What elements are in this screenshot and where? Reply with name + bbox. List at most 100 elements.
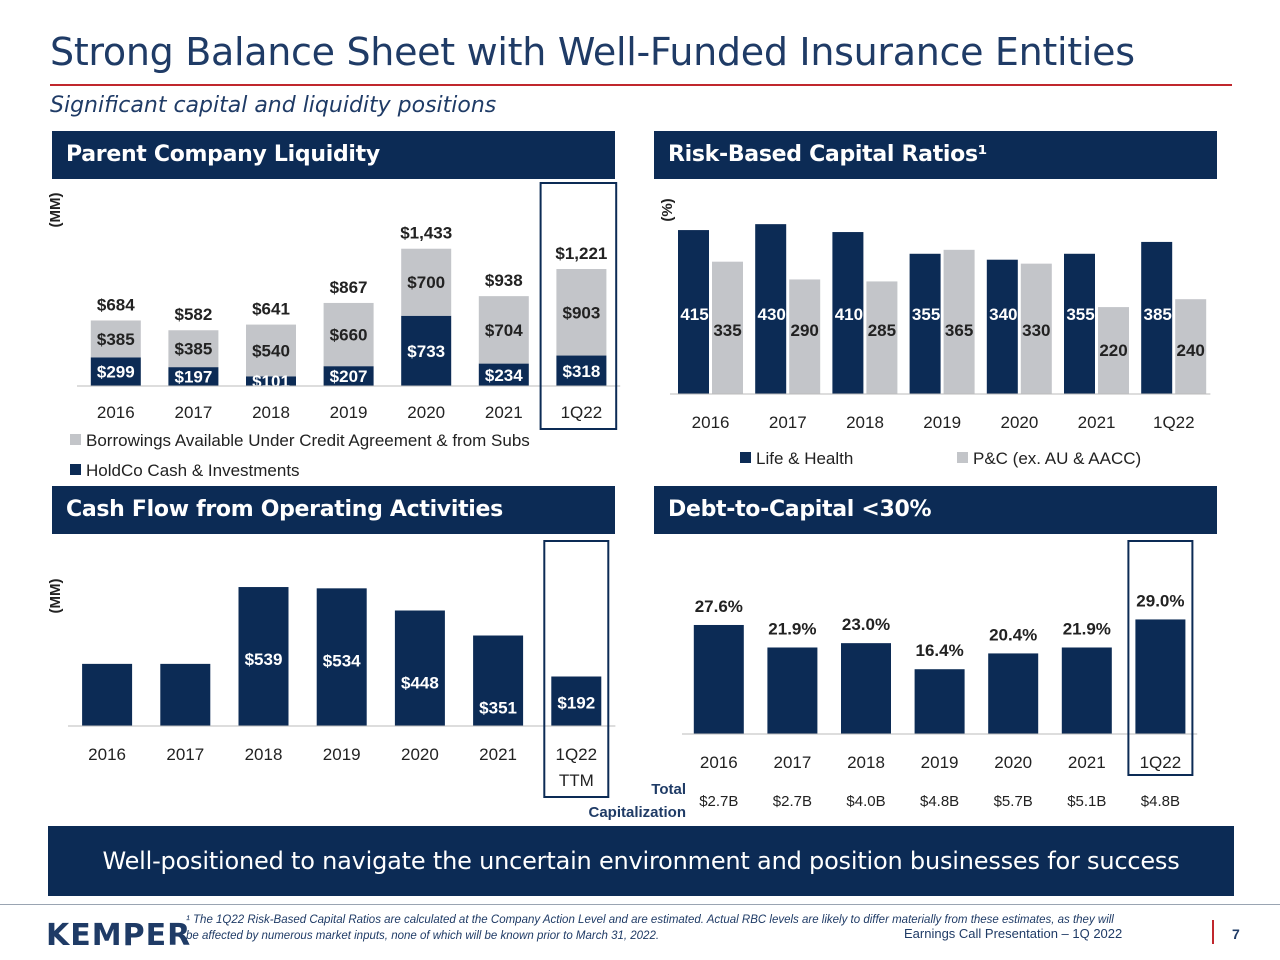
bar-borrowings xyxy=(90,320,141,358)
data-label: 20.4% xyxy=(989,625,1037,644)
data-label-total: $582 xyxy=(174,305,212,324)
x-tick-label: 2020 xyxy=(994,753,1032,772)
y-axis-label: (MM) xyxy=(47,193,64,228)
bar-cashflow xyxy=(316,588,367,726)
bar-holdco xyxy=(168,367,219,386)
bar-borrowings xyxy=(323,302,374,367)
row-label-line2: Capitalization xyxy=(588,804,686,821)
bar-life-health xyxy=(1064,253,1095,394)
data-label-holdco: $318 xyxy=(562,362,600,381)
kemper-logo: KEMPER xyxy=(46,918,192,953)
data-label-holdco: $733 xyxy=(407,342,445,361)
x-tick-label: 2020 xyxy=(401,745,439,764)
bar-borrowings xyxy=(556,269,607,356)
footer-rule xyxy=(0,904,1280,905)
legend-swatch-holdco xyxy=(70,464,81,475)
data-label-total: $867 xyxy=(330,278,368,297)
bar-holdco xyxy=(556,355,607,386)
page-number-divider xyxy=(1212,920,1214,944)
x-tick-label: 2018 xyxy=(846,413,884,432)
data-label-total: $938 xyxy=(485,271,523,290)
legend-swatch-pc xyxy=(957,452,968,463)
data-label-borrowings: $385 xyxy=(97,330,135,349)
x-tick-label: 2017 xyxy=(166,745,204,764)
bar-life-health xyxy=(986,259,1018,394)
data-label: $351 xyxy=(479,699,517,718)
total-capitalization-value: $4.8B xyxy=(920,793,959,810)
data-label-borrowings: $700 xyxy=(407,273,445,292)
x-tick-label: 2016 xyxy=(692,413,730,432)
total-capitalization-value: $4.8B xyxy=(1141,793,1180,810)
data-label-pc: 285 xyxy=(868,321,896,340)
y-axis-label: (%) xyxy=(659,198,676,221)
legend-label-pc: P&C (ex. AU & AACC) xyxy=(973,449,1141,468)
data-label: $534 xyxy=(323,651,361,670)
total-capitalization-value: $5.7B xyxy=(994,793,1033,810)
data-label: 21.9% xyxy=(1063,619,1111,638)
highlight-box xyxy=(539,182,618,430)
x-tick-label: 2019 xyxy=(923,413,961,432)
x-tick-label: 2021 xyxy=(479,745,517,764)
x-tick-label: 2019 xyxy=(330,403,368,422)
bar-cashflow xyxy=(160,663,211,726)
data-label-pc: 220 xyxy=(1099,341,1127,360)
bar-debt-to-capital xyxy=(693,624,744,734)
bar-life-health xyxy=(1141,241,1173,394)
data-label: $539 xyxy=(245,650,283,669)
data-label-holdco: $197 xyxy=(174,368,212,387)
legend-label-borrowings: Borrowings Available Under Credit Agreem… xyxy=(86,431,530,450)
data-label-pc: 240 xyxy=(1177,341,1205,360)
data-label: $241 xyxy=(88,727,126,746)
total-capitalization-value: $2.7B xyxy=(773,793,812,810)
x-tick-label: 2018 xyxy=(847,753,885,772)
bar-life-health xyxy=(755,224,787,394)
bar-life-health xyxy=(832,232,864,394)
data-label-life-health: 410 xyxy=(835,305,863,324)
bar-holdco xyxy=(246,376,296,386)
data-label: $448 xyxy=(401,674,439,693)
bar-borrowings xyxy=(246,324,296,377)
data-label-holdco: $234 xyxy=(485,366,523,385)
bar-holdco xyxy=(478,363,529,386)
x-tick-label: 2019 xyxy=(323,745,361,764)
panel-header-cashflow: Cash Flow from Operating Activities xyxy=(52,486,615,534)
footer-label: Earnings Call Presentation – 1Q 2022 xyxy=(904,926,1123,941)
bar-pc xyxy=(866,281,898,394)
data-label-total: $684 xyxy=(97,295,135,314)
bar-borrowings xyxy=(478,296,529,364)
bar-holdco xyxy=(401,315,452,386)
x-tick-label: 2018 xyxy=(245,745,283,764)
highlight-box xyxy=(543,540,610,798)
x-tick-label: 2016 xyxy=(88,745,126,764)
x-tick-label: 2021 xyxy=(485,403,523,422)
row-label-line1: Total xyxy=(651,781,686,798)
x-tick-label: 1Q22 xyxy=(556,745,598,764)
data-label-borrowings: $660 xyxy=(330,326,368,345)
data-label-life-health: 355 xyxy=(912,305,940,324)
bar-cashflow xyxy=(82,663,133,726)
data-label-borrowings: $385 xyxy=(174,340,212,359)
bar-pc xyxy=(789,279,821,394)
data-label-holdco: $207 xyxy=(330,367,368,386)
bar-holdco xyxy=(323,366,374,386)
data-label-life-health: 355 xyxy=(1066,305,1094,324)
data-label-pc: 365 xyxy=(945,321,973,340)
x-tick-sublabel: TTM xyxy=(559,771,594,790)
data-label-borrowings: $704 xyxy=(485,321,523,340)
data-label: 29.0% xyxy=(1136,591,1184,610)
x-tick-label: 2016 xyxy=(700,753,738,772)
data-label-life-health: 340 xyxy=(989,305,1017,324)
bar-cashflow xyxy=(473,635,524,726)
x-tick-label: 2017 xyxy=(174,403,212,422)
x-tick-label: 2017 xyxy=(769,413,807,432)
data-label-holdco: $299 xyxy=(97,363,135,382)
x-tick-label: 1Q22 xyxy=(1153,413,1195,432)
x-tick-label: 2020 xyxy=(407,403,445,422)
bar-borrowings xyxy=(168,330,219,368)
data-label-life-health: 430 xyxy=(758,305,786,324)
x-tick-label: 2017 xyxy=(773,753,811,772)
data-label-pc: 330 xyxy=(1022,321,1050,340)
data-label: $192 xyxy=(557,693,595,712)
data-label: 23.0% xyxy=(842,615,890,634)
bar-cashflow xyxy=(551,676,602,726)
